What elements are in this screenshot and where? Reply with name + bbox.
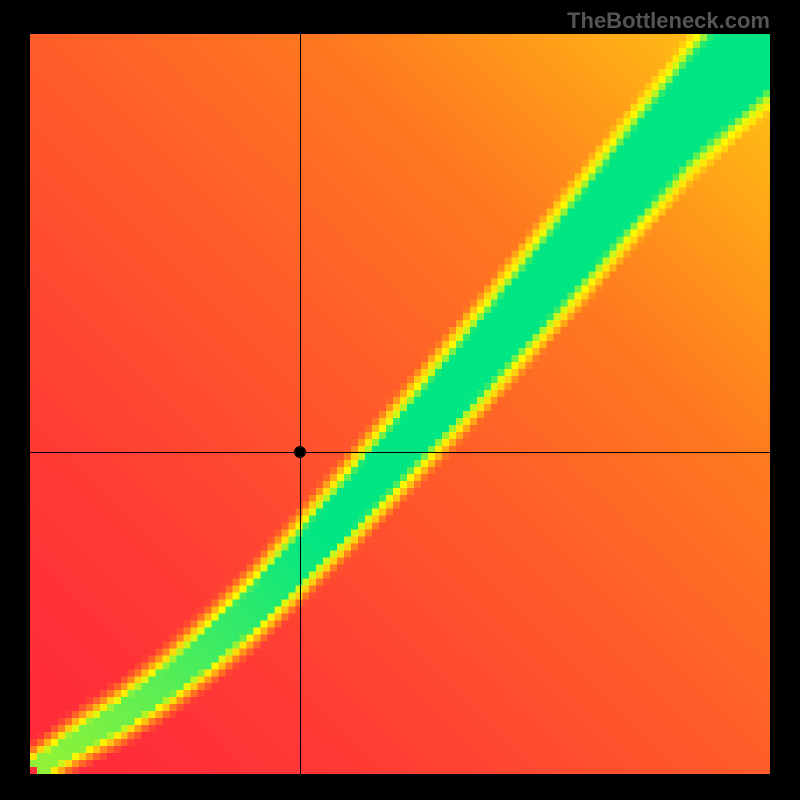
bottleneck-heatmap bbox=[30, 34, 770, 774]
crosshair-horizontal bbox=[30, 452, 770, 453]
watermark-text: TheBottleneck.com bbox=[567, 8, 770, 34]
plot-area bbox=[30, 34, 770, 774]
crosshair-vertical bbox=[300, 34, 301, 774]
crosshair-marker bbox=[294, 446, 306, 458]
